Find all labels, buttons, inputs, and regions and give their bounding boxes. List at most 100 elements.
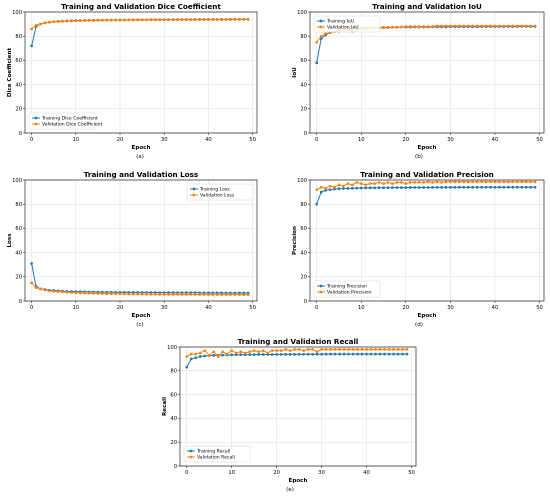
data-point [123,292,126,296]
data-point [234,351,238,355]
x-tick-label: 0 [185,470,188,476]
legend-box [186,183,254,201]
data-point [320,348,323,351]
data-point [392,352,395,356]
x-tick-label: 50 [536,137,543,143]
x-tick-label: 50 [249,305,256,311]
data-point [158,18,162,22]
data-point [118,292,122,296]
data-point [162,292,166,296]
data-point [347,348,350,351]
legend-entry: Validation Dice Coefficient [42,122,103,128]
data-point [359,186,363,190]
data-point [136,292,140,296]
data-point [78,19,82,23]
data-point [109,18,113,22]
data-point [515,180,519,184]
x-tick-label: 40 [205,305,212,311]
data-point [502,185,506,189]
data-point [193,18,197,22]
data-point [506,180,510,184]
series-validation [30,18,250,31]
data-point [417,181,421,184]
x-tick-label: 50 [408,470,415,476]
plot-frame [309,179,545,302]
y-tick-label: 40 [15,250,22,256]
data-point [431,25,434,28]
data-point [83,19,87,22]
data-point [431,181,434,184]
data-point [480,180,483,184]
data-point [440,186,443,189]
series-training [185,352,409,369]
data-point [220,293,223,296]
data-point [189,357,193,361]
data-point [154,18,157,22]
legend-swatch-marker [189,449,193,453]
data-point [189,293,193,296]
data-point [333,352,337,356]
legend-swatch-marker [319,290,323,294]
data-point [246,293,250,297]
data-point [440,181,443,184]
x-tick-label: 20 [117,137,124,143]
legend-entry: Training IoU [326,19,354,25]
chart-title: Training and Validation Precision [360,170,494,179]
data-point [351,352,355,356]
data-point [520,180,524,184]
data-point [176,292,179,296]
legend-box [28,112,96,130]
data-point [203,349,207,352]
data-point [279,349,283,352]
x-axis-label: Epoch [418,145,437,151]
data-point [297,348,301,351]
data-point [462,180,466,184]
data-point [395,186,399,189]
data-point [391,25,394,29]
chart-panel-4: 0 10 20 30 40 50 0 20 40 60 80 100 Training and Vali… [292,170,545,328]
data-point [480,24,483,28]
data-point [471,24,475,28]
x-tick-label: 50 [536,305,543,311]
x-tick-label: 20 [273,470,280,476]
data-point [220,18,223,21]
data-point [342,352,346,356]
legend-entry: Training Recall [196,449,230,455]
data-point [449,186,452,189]
data-point [39,287,42,291]
data-point [471,185,475,189]
x-tick-label: 40 [492,305,499,311]
x-tick-label: 30 [318,470,325,476]
legend-swatch-marker [319,284,323,288]
x-tick-label: 20 [403,305,410,311]
data-point [43,21,47,25]
y-tick-label: 0 [174,464,177,470]
y-tick-label: 40 [300,250,307,256]
y-tick-label: 60 [15,226,22,232]
data-point [520,185,524,189]
data-point [391,186,394,189]
data-point [364,186,368,190]
data-point [30,27,33,31]
data-point [484,180,488,184]
data-point [198,293,201,296]
x-tick-label: 20 [117,305,124,311]
y-tick-label: 0 [19,299,22,305]
data-point [207,293,210,296]
data-point [324,348,328,351]
data-point [392,348,395,351]
data-point [401,348,404,351]
data-point [365,348,368,351]
panel-caption: (b) [415,154,423,160]
data-point [319,185,323,189]
data-point [221,350,225,354]
x-axis-label: Epoch [418,313,437,319]
data-point [257,350,261,354]
data-point [224,18,228,21]
y-tick-label: 20 [300,275,307,281]
data-point [248,353,252,356]
data-point [529,185,532,189]
data-point [162,18,166,22]
data-point [383,352,386,356]
